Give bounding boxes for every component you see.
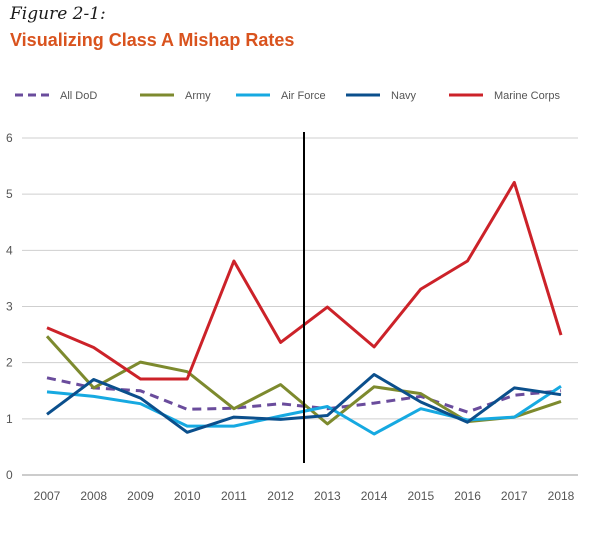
- legend-label: All DoD: [60, 90, 97, 102]
- legend-label: Marine Corps: [494, 90, 561, 102]
- y-axis-ticks: 0 1 2 3 4 5 6: [6, 131, 13, 482]
- x-tick-label: 2017: [501, 489, 528, 503]
- y-tick-label: 6: [6, 131, 13, 145]
- y-tick-label: 0: [6, 468, 13, 482]
- x-axis-ticks: 2007 2008 2009 2010 2011 2012 2013 2014 2015 2016…: [34, 489, 575, 503]
- y-tick-label: 5: [6, 187, 13, 201]
- legend-label: Navy: [391, 90, 417, 102]
- y-tick-label: 4: [6, 243, 13, 257]
- x-tick-label: 2013: [314, 489, 341, 503]
- x-tick-label: 2018: [548, 489, 575, 503]
- x-tick-label: 2012: [267, 489, 294, 503]
- chart-title: Visualizing Class A Mishap Rates: [10, 30, 295, 50]
- y-tick-label: 1: [6, 412, 13, 426]
- legend-label: Air Force: [281, 90, 326, 102]
- x-tick-label: 2008: [80, 489, 107, 503]
- x-tick-label: 2016: [454, 489, 481, 503]
- grid: [22, 137, 578, 476]
- legend-label: Army: [185, 90, 211, 102]
- x-tick-label: 2009: [127, 489, 154, 503]
- legend: All DoD Army Air Force Navy Marine Corps: [15, 90, 561, 102]
- x-tick-label: 2014: [361, 489, 388, 503]
- figure-label: Figure 2-1:: [10, 4, 106, 24]
- x-tick-label: 2011: [221, 489, 247, 503]
- y-tick-label: 3: [6, 300, 13, 314]
- x-tick-label: 2010: [174, 489, 201, 503]
- x-tick-label: 2007: [34, 489, 61, 503]
- y-tick-label: 2: [6, 356, 13, 370]
- x-tick-label: 2015: [407, 489, 434, 503]
